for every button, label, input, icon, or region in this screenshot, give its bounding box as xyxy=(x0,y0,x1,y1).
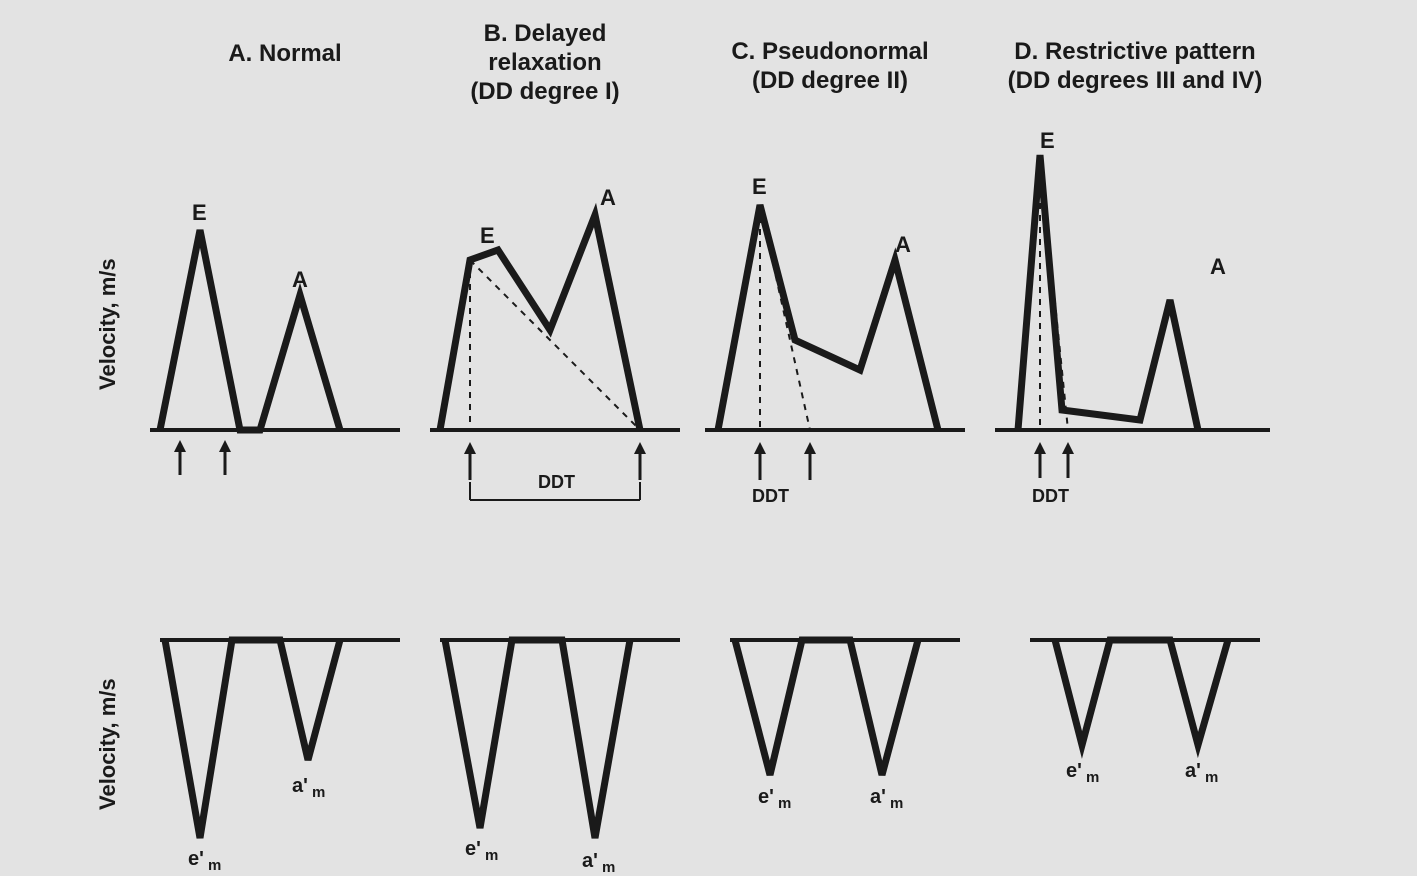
upper-label-A-1: A xyxy=(292,267,308,293)
lower-label-D-0: e' m xyxy=(1066,760,1099,786)
upper-label-D-1: A xyxy=(1210,254,1226,280)
upper-label-D-0: E xyxy=(1040,128,1055,154)
lower-label-D-1: a' m xyxy=(1185,760,1218,786)
lower-label-C-1: a' m xyxy=(870,786,903,812)
ddt-label-D: DDT xyxy=(1032,486,1069,507)
ddt-label-B: DDT xyxy=(538,472,575,493)
lower-label-A-0: e' m xyxy=(188,848,221,874)
upper-label-C-1: A xyxy=(895,232,911,258)
lower-label-A-1: a' m xyxy=(292,775,325,801)
ddt-label-C: DDT xyxy=(752,486,789,507)
upper-label-B-1: A xyxy=(600,185,616,211)
lower-label-B-1: a' m xyxy=(582,850,615,876)
diagram-canvas: Velocity, m/s Velocity, m/s A. Normal B.… xyxy=(0,0,1417,861)
lower-label-C-0: e' m xyxy=(758,786,791,812)
upper-label-A-0: E xyxy=(192,200,207,226)
upper-label-C-0: E xyxy=(752,174,767,200)
lower-label-B-0: e' m xyxy=(465,838,498,864)
waveform-svg xyxy=(0,0,1417,861)
upper-label-B-0: E xyxy=(480,223,495,249)
